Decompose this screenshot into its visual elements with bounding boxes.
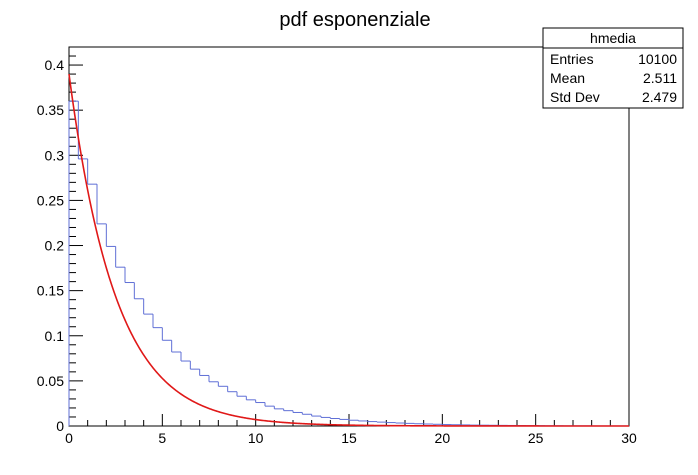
stats-entries-label: Entries xyxy=(550,51,594,67)
x-tick-label: 10 xyxy=(248,430,264,446)
x-tick-label: 30 xyxy=(621,430,637,446)
stats-box: hmedia Entries 10100 Mean 2.511 Std Dev … xyxy=(542,27,684,109)
x-axis: 0 5 10 15 20 25 30 xyxy=(65,414,637,446)
x-tick-label: 25 xyxy=(528,430,544,446)
y-axis: 0 0.05 0.1 0.15 0.2 0.25 0.3 0.35 0.4 xyxy=(37,46,83,434)
y-tick-label: 0.4 xyxy=(45,57,65,73)
stats-name: hmedia xyxy=(590,30,636,46)
x-tick-label: 20 xyxy=(435,430,451,446)
x-tick-label: 15 xyxy=(341,430,357,446)
stats-entries-value: 10100 xyxy=(638,51,677,67)
stats-mean-value: 2.511 xyxy=(643,70,677,86)
fit-curve-group xyxy=(68,73,629,427)
stats-stddev-label: Std Dev xyxy=(550,89,600,105)
stats-mean-label: Mean xyxy=(550,70,585,86)
y-tick-label: 0 xyxy=(56,418,64,434)
x-tick-label: 5 xyxy=(158,430,166,446)
fit-curve xyxy=(68,73,629,427)
histogram-bins xyxy=(68,100,629,427)
y-tick-label: 0.3 xyxy=(45,147,65,163)
chart-title: pdf esponenziale xyxy=(279,9,430,31)
stats-stddev-value: 2.479 xyxy=(642,89,677,105)
y-tick-label: 0.25 xyxy=(37,192,64,208)
y-tick-label: 0.2 xyxy=(45,238,65,254)
y-tick-label: 0.05 xyxy=(37,373,64,389)
y-tick-label: 0.35 xyxy=(37,102,64,118)
x-tick-label: 0 xyxy=(65,430,73,446)
y-tick-label: 0.1 xyxy=(45,328,65,344)
y-tick-label: 0.15 xyxy=(37,283,64,299)
